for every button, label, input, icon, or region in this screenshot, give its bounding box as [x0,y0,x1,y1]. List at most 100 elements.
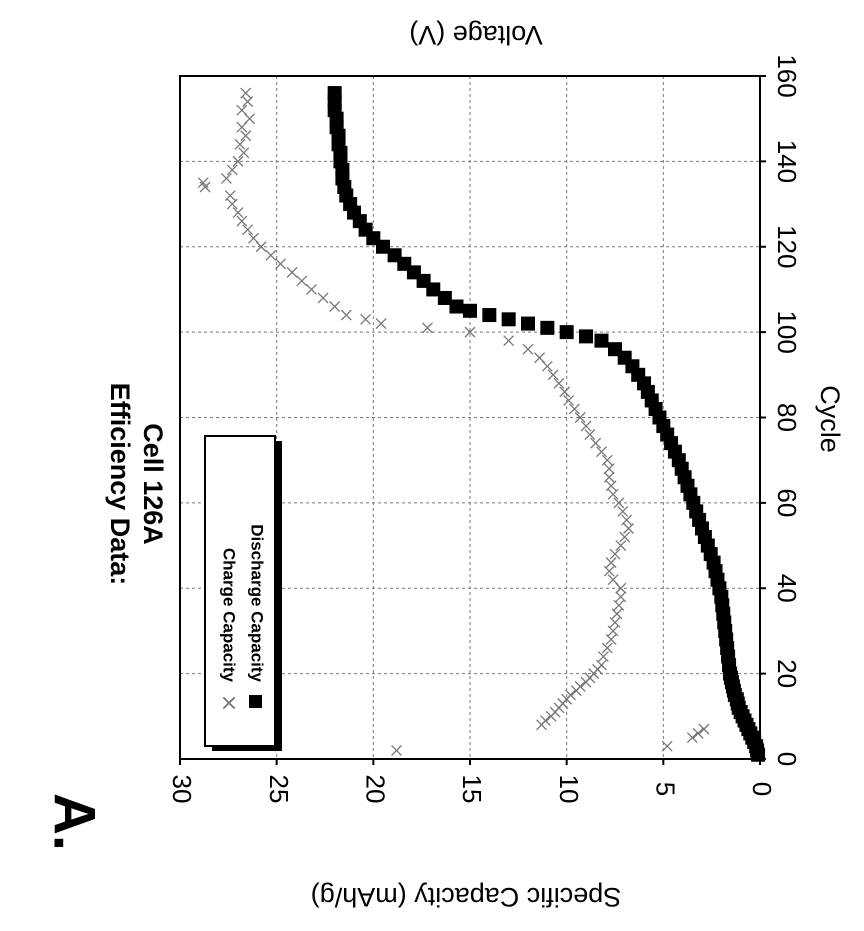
charge-point [603,463,615,475]
charge-point [539,715,551,727]
charge-point [565,689,576,701]
charge-point [698,723,710,735]
charge-point [238,147,250,159]
data-series [197,86,766,762]
discharge-point [387,248,402,263]
charge-point [603,565,615,577]
charge-point [611,608,623,620]
charge-point [607,625,619,637]
charge-point [240,130,252,142]
charge-point [692,727,704,739]
charge-point [607,574,619,586]
charge-point [603,471,615,483]
y-tick-label: 0 [747,782,777,796]
charge-point [232,155,244,167]
x-axis-title: Cycle [815,385,845,453]
charge-point [242,224,254,236]
charge-point [596,659,607,671]
charge-point [375,318,387,330]
x-tick-label: 160 [772,54,802,97]
charge-point [597,651,609,663]
charge-point [197,177,209,189]
charge-point [317,292,329,304]
y-tick-label: 25 [264,775,294,804]
chart-subtitle: Cell 126A [138,423,168,545]
charge-point [534,352,546,364]
x-tick-label: 40 [772,574,802,603]
x-tick-label: 80 [772,403,802,432]
charge-point [615,591,627,603]
charge-point [613,497,625,509]
charge-point [590,437,602,449]
charge-point [617,505,629,517]
charge-point [248,232,259,244]
charge-point [236,215,248,227]
charge-point [686,732,698,744]
charge-point [226,198,238,210]
charge-point [306,283,317,295]
discharge-point [521,316,535,331]
legend-box [204,435,276,747]
x-tick-label: 100 [772,310,802,353]
charge-point [601,454,613,466]
discharge-point [501,312,516,327]
discharge-point [449,299,464,314]
y-axis-title: Specific Capacity (mAh/g) [311,882,622,912]
discharge-point [437,290,452,305]
discharge-point [463,303,477,318]
charge-point [661,740,673,752]
charge-point [619,531,631,543]
charge-point [340,309,352,321]
charge-point [234,138,246,150]
charge-point [240,87,252,99]
panel-label: A. [42,793,107,851]
discharge-point [559,325,574,340]
charge-point [605,557,617,569]
charge-point [464,326,476,338]
charge-point [568,403,580,415]
discharge-point [594,333,609,348]
legend: × Charge Capacity Discharge Capacity [204,435,282,751]
charge-point [391,745,402,756]
charge-point [329,301,341,312]
charge-point [265,249,277,261]
charge-point [584,429,596,441]
discharge-point [540,320,555,335]
charge-point [547,369,559,381]
charge-point [607,488,619,500]
charge-point [286,266,298,278]
discharge-point [482,308,497,323]
x-tick-label: 60 [772,488,802,517]
charge-point [609,548,621,560]
chart-title: Efficiency Data: [105,383,135,586]
charge-point [574,412,586,423]
x-tick-label: 20 [772,659,802,688]
charge-point [220,172,232,184]
legend-label-discharge: Discharge Capacity [248,524,267,682]
charge-point [503,335,515,347]
charge-point [623,523,634,534]
discharge-point [579,329,593,344]
charge-point [605,634,617,645]
charge-point [242,96,254,108]
charge-point [615,540,627,552]
charge-point [226,164,238,176]
x-tick-label: 140 [772,140,802,183]
discharge-point [327,86,342,101]
charge-point [522,343,534,355]
charge-point [236,104,248,116]
charge-capacity-series [197,87,710,756]
tick-labels: 0 20 40 60 80 100 120 140 160 0 5 10 15 20 25 30 [167,54,802,803]
y-tick-label: 5 [650,782,680,796]
charge-point [275,258,286,270]
discharge-capacity-series [327,86,766,762]
charge-point [605,480,617,492]
legend-item-charge: × Charge Capacity [216,548,241,712]
legend-marker-x-icon: × [216,694,241,712]
charge-point [296,275,308,287]
charge-point [559,386,571,398]
y-tick-label: 15 [457,775,487,804]
legend-marker-square-icon [249,695,262,708]
charge-point [580,420,592,432]
